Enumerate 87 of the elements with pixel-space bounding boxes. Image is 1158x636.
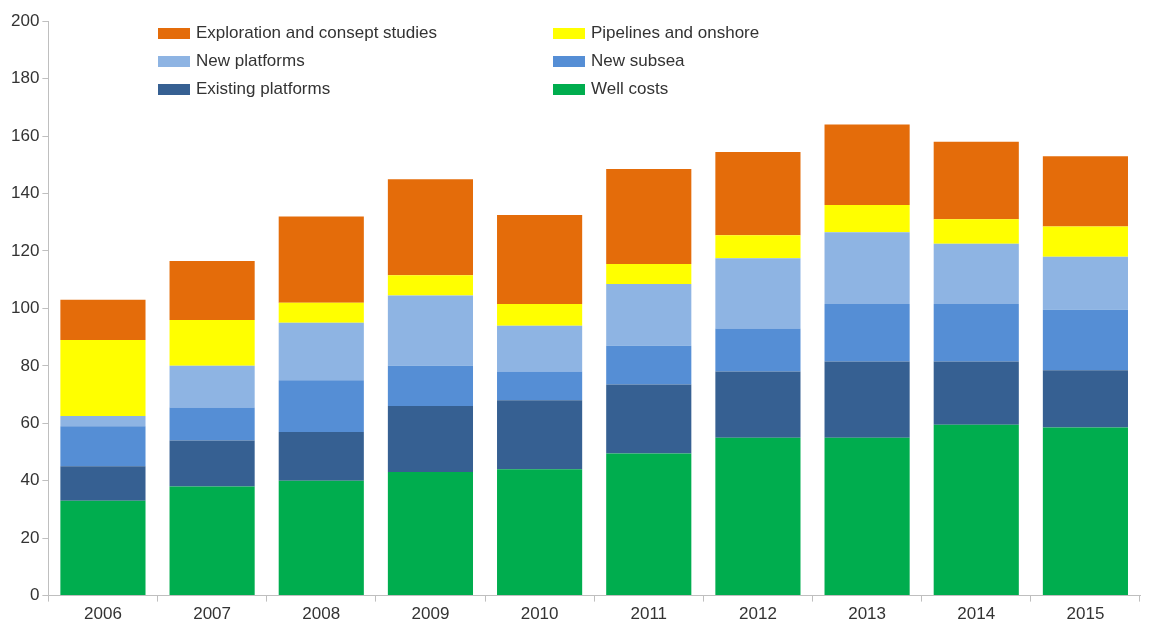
bar: [169, 365, 255, 408]
x-tick-label: 2011: [630, 604, 668, 624]
legend-label: Pipelines and onshore: [591, 23, 760, 43]
bar: [60, 466, 146, 501]
bar: [715, 328, 801, 372]
bar: [1042, 256, 1128, 310]
x-tick-label: 2015: [1066, 604, 1105, 624]
bar: [169, 319, 255, 366]
bar: [278, 216, 364, 303]
x-tick-label: 2006: [84, 604, 122, 624]
bar: [606, 453, 692, 596]
legend-label: Well costs: [591, 79, 669, 99]
bar: [278, 480, 364, 596]
bar: [933, 141, 1019, 220]
bar: [497, 400, 583, 470]
bar: [60, 416, 146, 427]
legend-label: Exploration and consept studies: [196, 23, 437, 43]
bar: [278, 302, 364, 323]
y-tick-label: 0: [29, 585, 40, 605]
y-tick-label: 140: [10, 183, 40, 203]
x-tick-label: 2007: [193, 604, 232, 624]
bar: [1042, 226, 1128, 257]
y-tick-label: 80: [20, 355, 40, 375]
bar: [387, 365, 474, 407]
bar: [278, 431, 364, 481]
bar: [606, 345, 692, 385]
x-tick-label: 2009: [411, 604, 450, 624]
bar: [60, 339, 146, 417]
bar: [60, 500, 146, 596]
x-tick-label: 2012: [739, 604, 777, 624]
bar: [497, 325, 583, 372]
y-tick-label: 100: [10, 298, 40, 318]
bar: [933, 219, 1019, 244]
bar: [1042, 427, 1128, 596]
legend-label: New subsea: [591, 51, 685, 71]
bar: [387, 275, 474, 296]
legend-label: New platforms: [196, 51, 305, 71]
bar: [497, 215, 583, 305]
bar: [169, 407, 255, 441]
bar: [824, 304, 910, 362]
y-tick-label: 160: [10, 125, 40, 145]
bar: [606, 283, 692, 346]
bar: [278, 380, 364, 432]
bar: [60, 426, 146, 467]
y-tick-label: 180: [10, 68, 40, 88]
bar: [497, 304, 583, 326]
bar: [169, 261, 255, 320]
bar: [715, 235, 801, 259]
bar: [824, 232, 910, 305]
bar: [497, 469, 583, 596]
bar: [715, 437, 801, 596]
bar: [933, 304, 1019, 362]
bar: [497, 371, 583, 401]
bar: [606, 384, 692, 454]
y-tick-label: 40: [20, 470, 40, 490]
bar: [824, 361, 910, 438]
bar: [606, 169, 692, 264]
bar: [169, 440, 255, 487]
x-tick-label: 2010: [520, 604, 559, 624]
legend-label: Existing platforms: [196, 79, 331, 99]
bar: [169, 486, 255, 596]
bar: [715, 371, 801, 438]
bar: [933, 361, 1019, 425]
bar: [1042, 309, 1128, 371]
bar: [387, 295, 474, 366]
y-tick-label: 200: [10, 10, 40, 30]
y-tick-label: 120: [10, 240, 40, 260]
bar: [824, 437, 910, 596]
bar: [387, 472, 474, 596]
x-tick-label: 2013: [848, 604, 887, 624]
bar: [278, 322, 364, 381]
bar: [824, 124, 910, 206]
bar: [60, 299, 146, 340]
x-tick-label: 2014: [957, 604, 996, 624]
bar: [933, 243, 1019, 305]
bar: [715, 258, 801, 329]
bar: [1042, 156, 1128, 227]
x-tick-label: 2008: [302, 604, 341, 624]
bar: [824, 205, 910, 233]
bar: [387, 179, 474, 276]
bar: [606, 263, 692, 284]
y-tick-label: 20: [20, 527, 40, 547]
bar: [715, 151, 801, 236]
bar: [387, 406, 474, 473]
bar: [1042, 370, 1128, 428]
y-tick-label: 60: [20, 412, 40, 432]
bar: [933, 424, 1019, 596]
